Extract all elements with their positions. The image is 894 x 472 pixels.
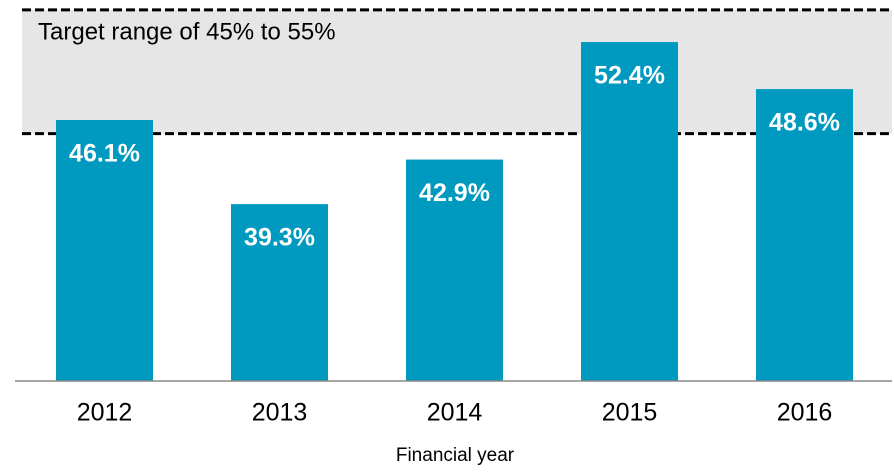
bar [756, 89, 853, 381]
x-tick-label: 2013 [252, 399, 308, 427]
data-label: 39.3% [244, 224, 315, 252]
data-label: 42.9% [419, 179, 490, 207]
data-label: 46.1% [69, 140, 140, 168]
data-label: 48.6% [769, 109, 840, 137]
data-label: 52.4% [594, 62, 665, 90]
x-axis-title: Financial year [396, 445, 515, 466]
x-tick-label: 2012 [77, 399, 133, 427]
bar [581, 42, 678, 381]
background-layer: Target range of 45% to 55% [22, 8, 892, 136]
x-tick-label: 2015 [602, 399, 658, 427]
bar [231, 204, 328, 381]
target-band [22, 9, 892, 134]
bar [56, 119, 153, 381]
x-tick-label: 2016 [777, 399, 833, 427]
bar [406, 159, 503, 381]
annotation: Target range of 45% to 55% [38, 18, 336, 45]
bar-layer: 46.1% 2012 39.3% 2013 42.9% 2014 52.4% 2015 48.6… [15, 42, 892, 427]
x-tick-label: 2014 [427, 399, 483, 427]
